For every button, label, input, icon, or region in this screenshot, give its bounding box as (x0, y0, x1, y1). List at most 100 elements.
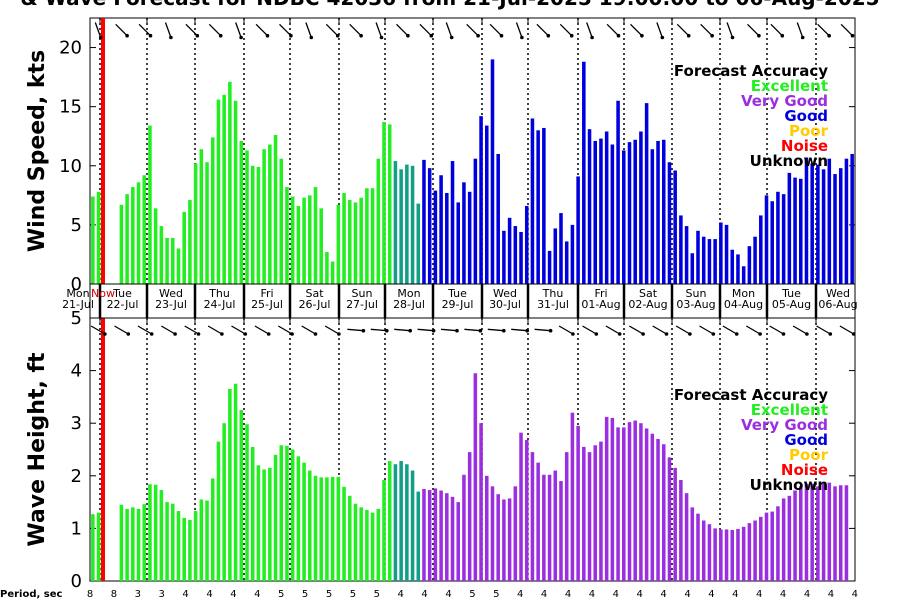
bar (205, 162, 209, 284)
bar (148, 125, 152, 284)
bar (308, 470, 312, 581)
bar (228, 81, 232, 284)
bar (485, 125, 489, 284)
bar (182, 211, 186, 284)
y-tick-label: 20 (59, 38, 82, 59)
direction-arrow-head (616, 33, 621, 38)
direction-arrow-head (828, 332, 833, 336)
period-value: 4 (637, 589, 643, 600)
period-value: 4 (445, 589, 451, 600)
bar (593, 140, 598, 284)
bar (370, 188, 375, 284)
period-value: 4 (589, 589, 595, 600)
bar (176, 248, 181, 284)
now-label: Now (91, 287, 115, 300)
bar (302, 462, 306, 581)
day-label-date: 31-Jul (537, 298, 569, 311)
bar (707, 239, 712, 284)
bar (673, 467, 677, 581)
bar (639, 423, 643, 581)
bar (781, 194, 786, 284)
day-label-dow: Fri (260, 287, 273, 300)
direction-arrow-head (640, 33, 644, 38)
direction-arrow-head (711, 332, 716, 336)
bar (570, 224, 575, 284)
y-tick-label: 5 (71, 215, 82, 236)
y-tick-label: 4 (71, 361, 82, 382)
direction-arrow (558, 325, 574, 335)
bar (153, 484, 158, 581)
direction-arrow-head (385, 328, 389, 333)
direction-arrow-head (546, 33, 551, 38)
bar (684, 226, 689, 284)
direction-arrow-head (641, 332, 645, 336)
bar (599, 441, 603, 581)
bar (353, 503, 358, 581)
direction-arrow (769, 325, 784, 335)
plot-frame (89, 17, 856, 285)
bar (816, 164, 820, 284)
bar (405, 464, 409, 581)
wave-height-panel: 0 1 2 3 4 5 Wave Height, ft Forecast AccuracyEx… (25, 308, 856, 592)
bar (199, 499, 204, 581)
direction-arrow-head (686, 33, 691, 38)
direction-arrow (235, 22, 242, 38)
direction-arrow-head (800, 35, 805, 40)
bar (273, 454, 278, 581)
direction-arrow (160, 325, 176, 335)
bar (450, 496, 455, 581)
direction-arrow-head (98, 35, 103, 40)
bar (701, 236, 706, 284)
day-label-date: 28-Jul (393, 298, 425, 311)
bar (199, 149, 204, 284)
direction-arrow-head (126, 332, 131, 336)
direction-arrow (630, 23, 643, 37)
direction-arrow-head (220, 332, 224, 336)
bar (159, 490, 164, 581)
bar (799, 486, 803, 581)
direction-arrow (325, 23, 339, 37)
direction-arrow (466, 23, 479, 37)
bar (770, 511, 774, 581)
bar (387, 124, 392, 285)
direction-arrow (839, 325, 855, 335)
direction-arrow (586, 22, 593, 38)
bar (650, 433, 655, 581)
bar (730, 249, 735, 284)
period-value: 5 (326, 589, 332, 600)
direction-arrow (255, 23, 268, 37)
direction-arrow (305, 22, 312, 38)
direction-arrow (511, 328, 528, 332)
bar (205, 500, 209, 581)
day-label-date: 27-Jul (346, 298, 378, 311)
period-value: 4 (541, 589, 547, 600)
bar (524, 440, 529, 581)
period-value: 4 (756, 589, 762, 600)
bar (804, 483, 809, 581)
bar (279, 445, 284, 581)
legend-item: Very Good (741, 92, 828, 110)
bar (701, 520, 706, 581)
bar (530, 118, 535, 285)
day-label-dow: Mon (397, 287, 420, 300)
bar (302, 197, 306, 284)
y-tick-label: 3 (71, 413, 82, 434)
bar (439, 175, 443, 284)
bar (684, 493, 689, 581)
direction-arrow (699, 325, 714, 335)
legend-item: Poor (789, 122, 829, 140)
bar (690, 253, 695, 284)
bar (171, 503, 175, 581)
bar (850, 153, 854, 284)
direction-arrow (440, 328, 458, 332)
bar (365, 188, 369, 284)
direction-arrow (700, 23, 713, 37)
bar (821, 169, 826, 284)
bar (707, 524, 712, 581)
bar (553, 470, 558, 581)
bar (502, 230, 506, 284)
legend-item: Good (784, 431, 828, 449)
bar (547, 474, 552, 581)
bar (604, 131, 609, 284)
bar (467, 452, 472, 581)
